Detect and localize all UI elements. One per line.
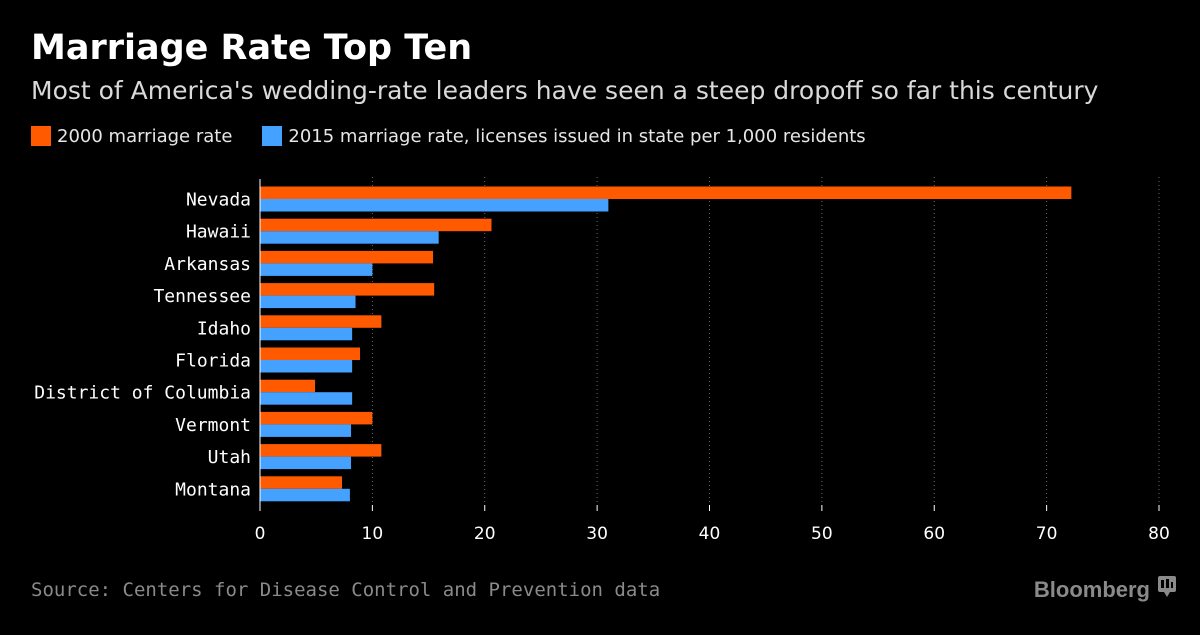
bar-2015-utah (260, 456, 352, 470)
legend-label-2015: 2015 marriage rate, licenses issued in s… (288, 125, 866, 147)
bar-2015-florida (260, 360, 353, 373)
bar-2000-arkansas (260, 250, 434, 264)
category-label: District of Columbia (34, 383, 251, 404)
category-label: Tennessee (153, 286, 251, 307)
bar-2015-district-of-columbia (260, 392, 353, 405)
category-label: Idaho (197, 318, 251, 339)
x-tick-label: 70 (1036, 524, 1058, 544)
source-note: Source: Centers for Disease Control and … (31, 579, 661, 601)
legend: 2000 marriage rate 2015 marriage rate, l… (31, 124, 896, 148)
x-tick-label: 20 (474, 524, 496, 544)
bar-2000-utah (260, 444, 382, 457)
bar-2000-vermont (260, 411, 373, 425)
x-tick-label: 30 (586, 524, 608, 544)
legend-label-2000: 2000 marriage rate (57, 125, 233, 147)
bar-2000-montana (260, 476, 343, 489)
brand-name: Bloomberg (1033, 577, 1150, 602)
bar-2015-idaho (260, 327, 353, 341)
x-tick-label: 60 (923, 524, 945, 544)
bar-2000-nevada (260, 186, 1072, 199)
category-label: Montana (175, 479, 251, 500)
x-tick-label: 80 (1148, 524, 1170, 544)
x-tick-label: 0 (255, 524, 266, 544)
bar-2000-hawaii (260, 218, 492, 232)
bar-2015-arkansas (260, 263, 373, 276)
bar-2015-montana (260, 488, 350, 502)
bar-2015-hawaii (260, 231, 439, 244)
bar-2000-tennessee (260, 283, 435, 296)
category-label: Florida (175, 351, 251, 372)
legend-swatch-2000 (31, 126, 51, 146)
legend-item-2015: 2015 marriage rate, licenses issued in s… (262, 125, 866, 147)
bar-2000-idaho (260, 315, 382, 328)
bar-2015-nevada (260, 199, 609, 212)
bar-2015-vermont (260, 424, 352, 437)
category-label: Utah (208, 447, 251, 468)
bar-2015-tennessee (260, 295, 356, 309)
bloomberg-terminal-icon (1158, 576, 1176, 604)
x-tick-label: 50 (811, 524, 833, 544)
bar-2000-district-of-columbia (260, 379, 316, 393)
category-label: Arkansas (164, 254, 251, 275)
legend-swatch-2015 (262, 126, 283, 146)
x-tick-label: 40 (699, 524, 721, 544)
x-tick-label: 10 (362, 524, 384, 544)
bar-2000-florida (260, 347, 361, 360)
category-label: Vermont (175, 415, 251, 436)
legend-item-2000: 2000 marriage rate (31, 126, 232, 147)
bar-chart: Nevada Hawaii Arkansas Tennessee Idaho Florid… (34, 177, 1170, 544)
category-label: Hawaii (186, 222, 251, 243)
brand-logo: Bloomberg (1034, 576, 1176, 604)
chart-subtitle: Most of America's wedding-rate leaders h… (31, 76, 1099, 105)
category-label: Nevada (186, 190, 251, 211)
chart-title: Marriage Rate Top Ten (31, 28, 473, 68)
